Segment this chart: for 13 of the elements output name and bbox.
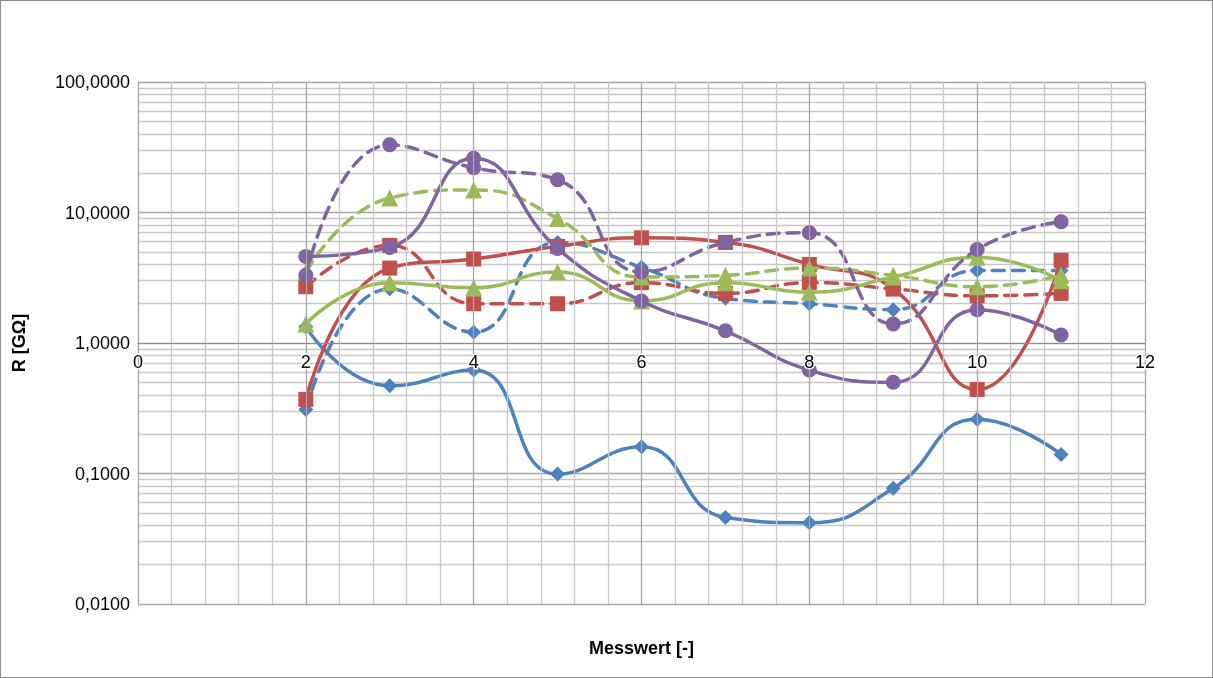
- y-tick-label: 0,0100: [74, 594, 130, 614]
- y-tick-label: 1,0000: [74, 333, 130, 353]
- y-tick-label: 0,1000: [74, 463, 130, 484]
- x-tick-label: 10: [967, 352, 988, 372]
- x-tick-label: 6: [636, 352, 647, 372]
- y-tick-label: 10,0000: [64, 202, 130, 223]
- x-tick-label: 2: [300, 352, 311, 372]
- x-tick-label: 0: [132, 352, 144, 372]
- y-tick-label: 100,0000: [54, 72, 130, 92]
- x-tick-label: 8: [804, 352, 815, 372]
- x-tick-label: 12: [1134, 352, 1156, 372]
- y-axis-title: R [GΩ]: [9, 313, 29, 373]
- x-axis-title: Messwert [-]: [588, 638, 695, 658]
